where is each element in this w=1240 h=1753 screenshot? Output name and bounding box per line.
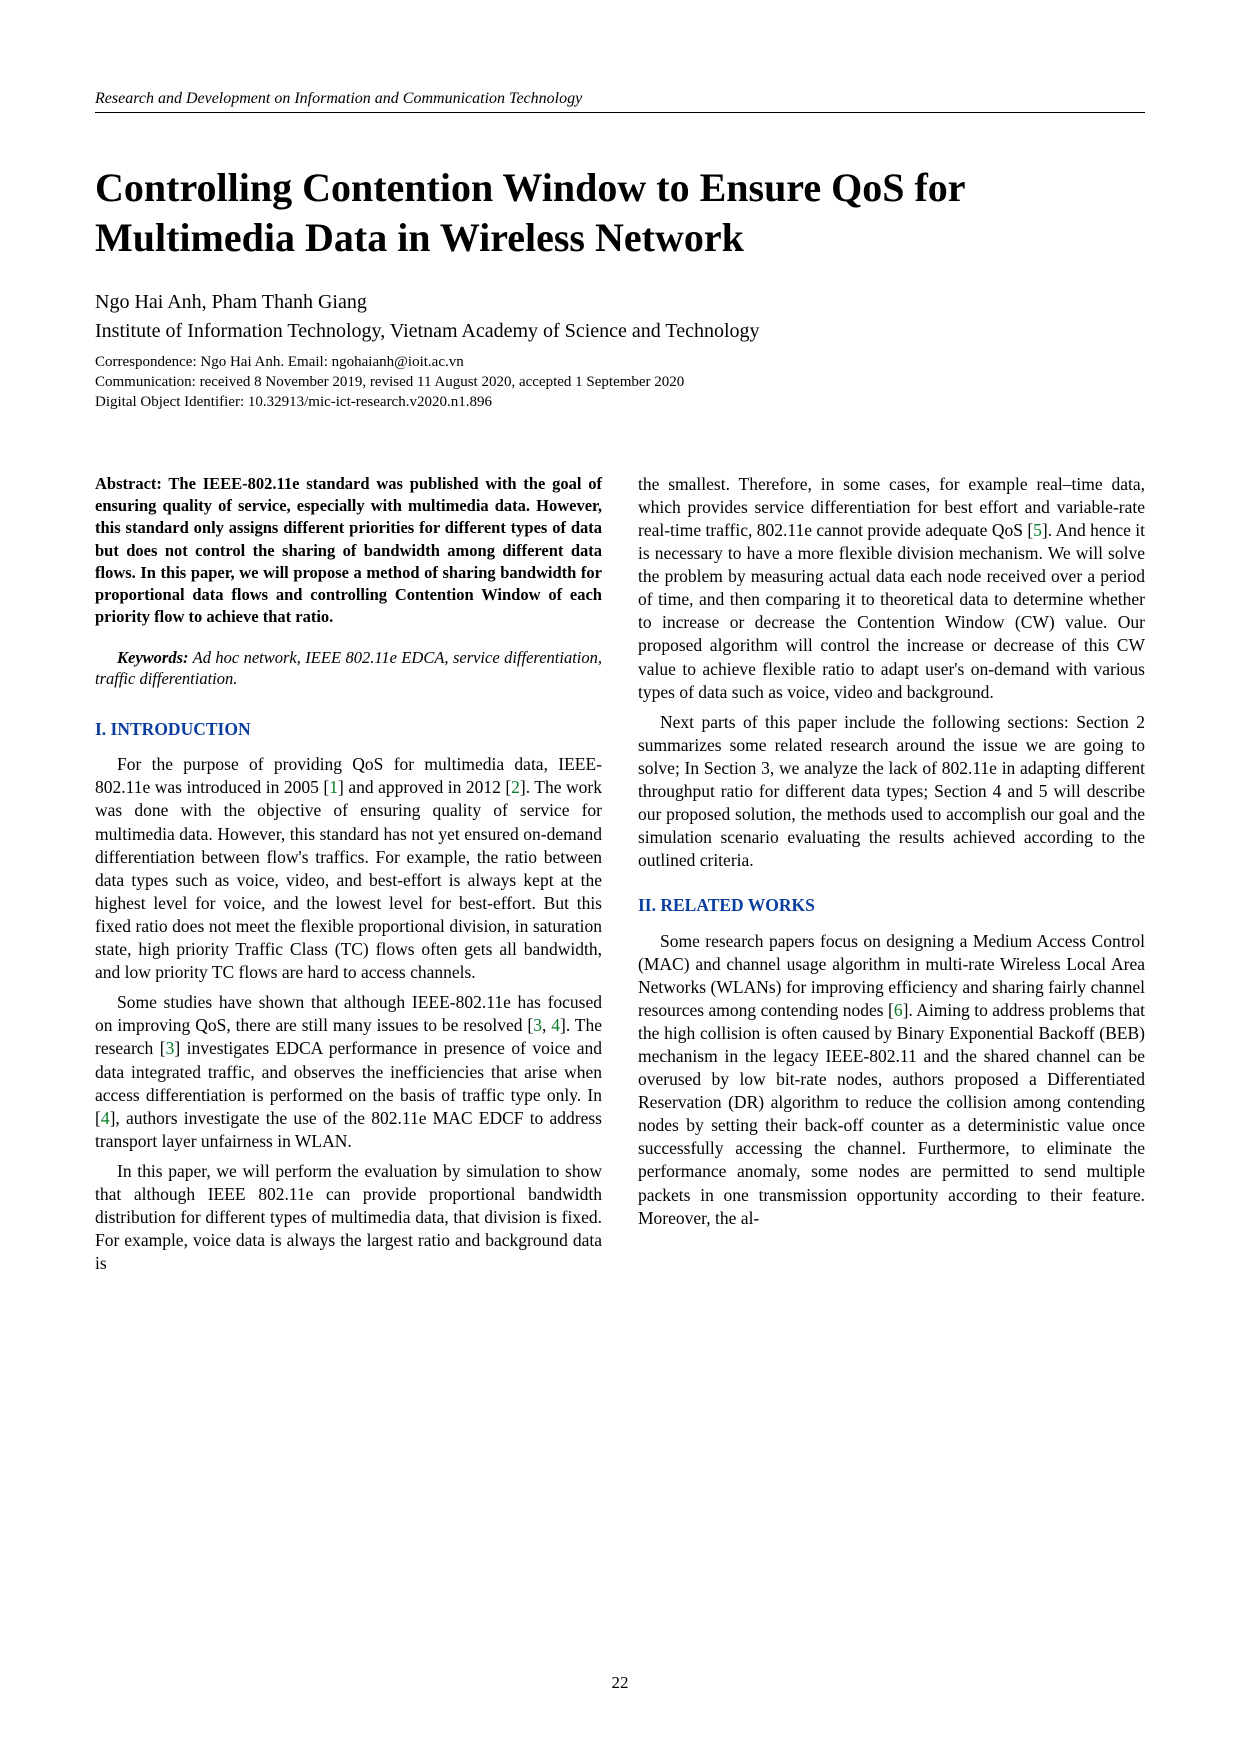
text-run: ]. And hence it is necessary to have a m…	[638, 520, 1145, 702]
paragraph: In this paper, we will perform the evalu…	[95, 1160, 602, 1275]
paragraph: Some research papers focus on designing …	[638, 930, 1145, 1230]
text-run: ,	[542, 1015, 551, 1035]
citation-link[interactable]: 3	[533, 1015, 542, 1035]
affiliation: Institute of Information Technology, Vie…	[95, 320, 1145, 343]
paragraph: Next parts of this paper include the fol…	[638, 711, 1145, 873]
two-column-body: Abstract: The IEEE-802.11e standard was …	[95, 473, 1145, 1655]
text-run: Some studies have shown that although IE…	[95, 992, 602, 1035]
keywords-block: Keywords: Ad hoc network, IEEE 802.11e E…	[95, 647, 602, 691]
abstract-label: Abstract:	[95, 474, 162, 493]
citation-link[interactable]: 2	[511, 777, 520, 797]
correspondence-line: Correspondence: Ngo Hai Anh. Email: ngoh…	[95, 353, 1145, 373]
text-run: ]. Aiming to address problems that the h…	[638, 1000, 1145, 1228]
section-heading-2: II. RELATED WORKS	[638, 894, 1145, 917]
doi-line: Digital Object Identifier: 10.32913/mic-…	[95, 393, 1145, 413]
page-number: 22	[95, 1673, 1145, 1693]
text-run: ] and approved in 2012 [	[338, 777, 511, 797]
paragraph: For the purpose of providing QoS for mul…	[95, 753, 602, 984]
keywords-label: Keywords:	[117, 648, 189, 667]
left-column: Abstract: The IEEE-802.11e standard was …	[95, 473, 602, 1655]
section-heading-1: I. INTRODUCTION	[95, 718, 602, 741]
citation-link[interactable]: 5	[1033, 520, 1042, 540]
paragraph: the smallest. Therefore, in some cases, …	[638, 473, 1145, 704]
citation-link[interactable]: 3	[166, 1038, 175, 1058]
abstract-text: The IEEE-802.11e standard was published …	[95, 474, 602, 627]
citation-link[interactable]: 4	[551, 1015, 560, 1035]
header-rule	[95, 112, 1145, 113]
communication-line: Communication: received 8 November 2019,…	[95, 373, 1145, 393]
citation-link[interactable]: 4	[101, 1108, 110, 1128]
text-run: ], authors investigate the use of the 80…	[95, 1108, 602, 1151]
right-column: the smallest. Therefore, in some cases, …	[638, 473, 1145, 1655]
authors: Ngo Hai Anh, Pham Thanh Giang	[95, 291, 1145, 314]
paper-metadata: Correspondence: Ngo Hai Anh. Email: ngoh…	[95, 353, 1145, 413]
text-run: ]. The work was done with the objective …	[95, 777, 602, 982]
citation-link[interactable]: 6	[894, 1000, 903, 1020]
paragraph: Some studies have shown that although IE…	[95, 991, 602, 1153]
abstract-block: Abstract: The IEEE-802.11e standard was …	[95, 473, 602, 629]
citation-link[interactable]: 1	[329, 777, 338, 797]
paper-title: Controlling Contention Window to Ensure …	[95, 163, 1145, 263]
running-header: Research and Development on Information …	[95, 90, 1145, 108]
